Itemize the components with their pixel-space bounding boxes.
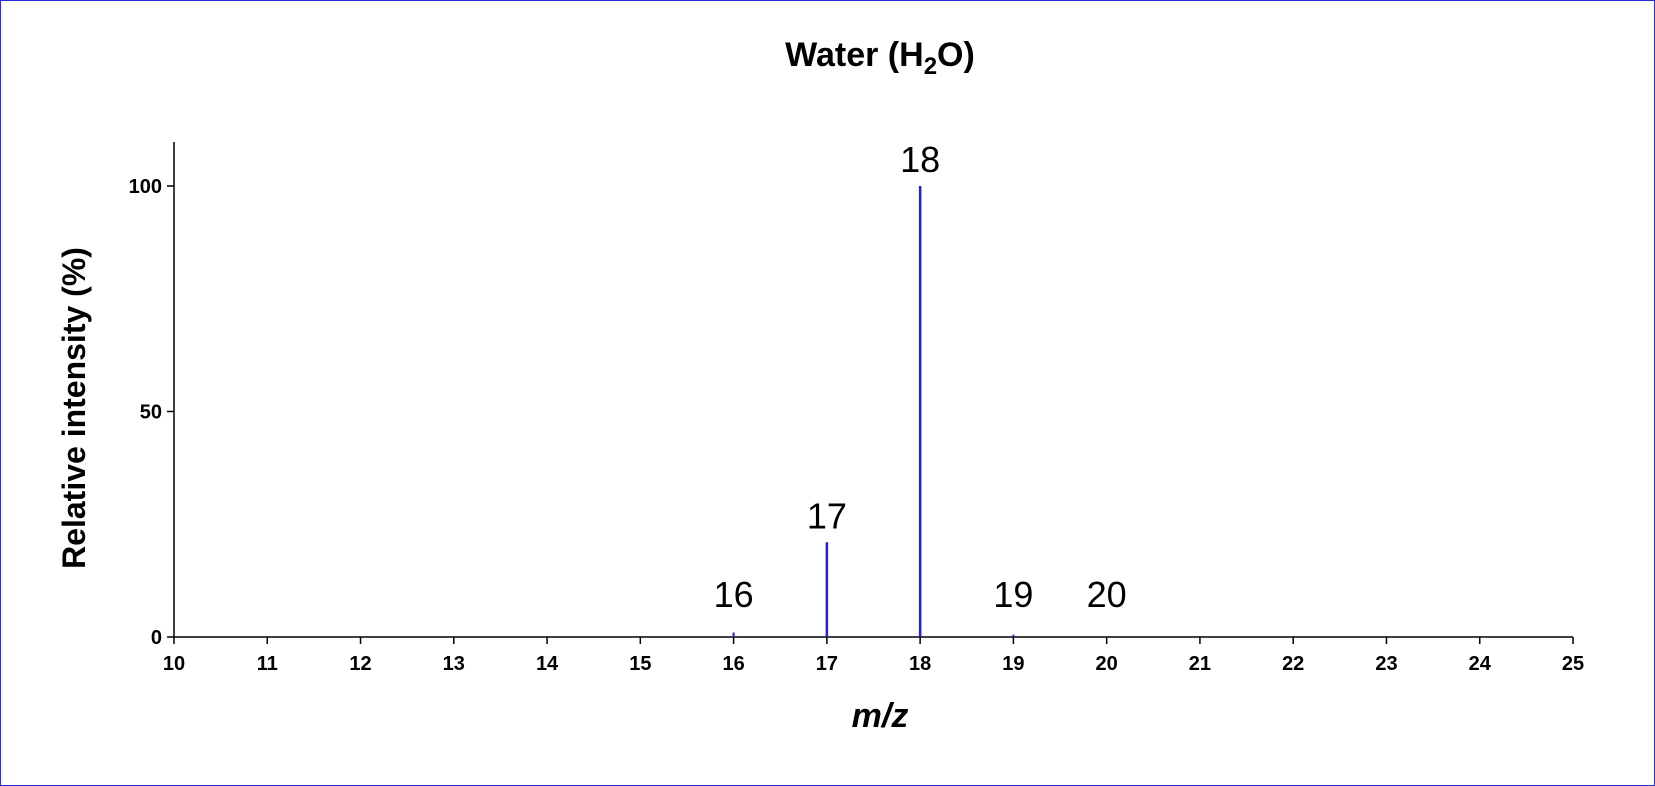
chart-title-subscript: 2 xyxy=(924,53,937,80)
x-tick-group: 10 11 12 13 14 15 16 17 18 19 20 21 22 23 24 25 xyxy=(163,637,1584,675)
x-tick-label: 20 xyxy=(1096,653,1118,675)
x-tick-label: 22 xyxy=(1282,653,1304,675)
peak-label-17: 17 xyxy=(807,495,847,536)
y-axis-label: Relative intensity (%) xyxy=(56,247,92,569)
peak-group: 16 17 18 19 20 xyxy=(714,139,1127,637)
peak-label-19: 19 xyxy=(993,574,1033,615)
x-tick-label: 18 xyxy=(909,653,931,675)
x-tick-label: 25 xyxy=(1562,653,1584,675)
x-tick-label: 11 xyxy=(257,653,278,675)
peak-label-20: 20 xyxy=(1087,574,1127,615)
x-tick-label: 21 xyxy=(1189,653,1211,675)
peak-label-18: 18 xyxy=(900,139,940,180)
chart-title-suffix: O) xyxy=(937,36,975,74)
x-tick-label: 23 xyxy=(1375,653,1397,675)
x-tick-label: 15 xyxy=(629,653,651,675)
x-tick-label: 13 xyxy=(443,653,465,675)
x-tick-label: 14 xyxy=(536,653,559,675)
peak-label-16: 16 xyxy=(714,574,754,615)
y-tick-label: 100 xyxy=(129,176,162,198)
x-tick-label: 24 xyxy=(1469,653,1492,675)
x-tick-label: 17 xyxy=(816,653,838,675)
y-tick-label: 0 xyxy=(151,627,162,649)
chart-title-prefix: Water (H xyxy=(785,36,924,74)
x-tick-label: 10 xyxy=(163,653,185,675)
x-tick-label: 19 xyxy=(1002,653,1024,675)
x-tick-label: 12 xyxy=(349,653,371,675)
chart-title: Water (H2O) xyxy=(785,36,975,80)
x-axis-label: m/z xyxy=(852,697,909,735)
y-tick-label: 50 xyxy=(140,402,162,424)
y-tick-group: 0 50 100 xyxy=(129,176,174,649)
x-tick-label: 16 xyxy=(722,653,744,675)
